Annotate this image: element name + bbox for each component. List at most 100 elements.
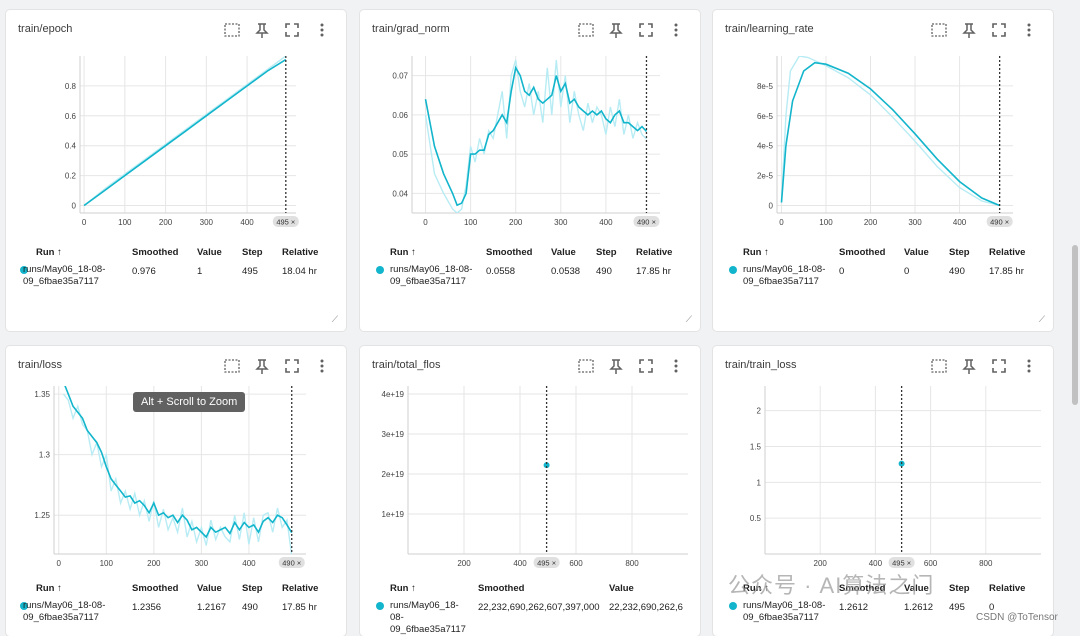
col-smoothed[interactable]: Smoothed: [478, 583, 525, 594]
run-name: runs/May06_18-08- 09_6fbae35a7117: [23, 264, 133, 288]
col-smoothed[interactable]: Smoothed: [132, 247, 179, 258]
more-vert-icon[interactable]: [312, 357, 332, 375]
fit-domain-icon[interactable]: [576, 357, 596, 375]
fit-domain-icon[interactable]: [222, 21, 242, 39]
col-relative[interactable]: Relative: [636, 247, 673, 258]
col-value[interactable]: Value: [904, 583, 929, 594]
fit-domain-icon[interactable]: [929, 21, 949, 39]
resize-handle-icon[interactable]: ⟋: [1038, 314, 1045, 324]
col-run[interactable]: Run ↑: [36, 247, 62, 258]
run-name-line: 09_6fbae35a7117: [23, 612, 99, 623]
col-run[interactable]: Run ↑: [390, 247, 416, 258]
pin-icon[interactable]: [959, 357, 979, 375]
col-step[interactable]: Step: [949, 247, 970, 258]
more-vert-icon[interactable]: [1019, 357, 1039, 375]
col-step[interactable]: Step: [949, 583, 970, 594]
y-tick-label: 0: [769, 202, 774, 211]
col-value[interactable]: Value: [904, 247, 929, 258]
col-run[interactable]: Run ↑: [390, 583, 416, 594]
col-step[interactable]: Step: [242, 583, 263, 594]
y-tick-label: 4e+19: [382, 390, 405, 399]
card-title: train/total_flos: [372, 359, 441, 371]
x-tick-label: 300: [200, 218, 214, 227]
resize-handle-icon[interactable]: ⟋: [331, 314, 338, 324]
x-tick-label: 100: [819, 218, 833, 227]
x-tick-label: 400: [240, 218, 254, 227]
col-run[interactable]: Run ↑: [743, 583, 769, 594]
col-value[interactable]: Value: [197, 583, 222, 594]
fullscreen-icon[interactable]: [282, 357, 302, 375]
fullscreen-icon[interactable]: [636, 21, 656, 39]
cell-step: 495: [949, 602, 965, 613]
y-tick-label: 3e+19: [382, 430, 405, 439]
fullscreen-icon[interactable]: [282, 21, 302, 39]
fit-domain-icon[interactable]: [576, 21, 596, 39]
more-vert-icon[interactable]: [666, 357, 686, 375]
cell-step: 490: [242, 602, 258, 613]
x-tick-label: 600: [924, 559, 938, 568]
more-vert-icon[interactable]: [312, 21, 332, 39]
col-step[interactable]: Step: [596, 247, 617, 258]
col-relative[interactable]: Relative: [282, 247, 319, 258]
col-relative[interactable]: Relative: [989, 247, 1026, 258]
col-value[interactable]: Value: [609, 583, 634, 594]
card-train-loss: train/loss 0 100 200 300 400 1.25 1.3 1.35 490 ×…: [6, 346, 346, 636]
col-smoothed[interactable]: Smoothed: [839, 583, 886, 594]
col-relative[interactable]: Relative: [282, 583, 319, 594]
series-raw-line: [424, 59, 648, 213]
pin-icon[interactable]: [959, 21, 979, 39]
line-chart[interactable]: 0 100 200 300 400 1.25 1.3 1.35 490 ×: [6, 386, 346, 586]
line-chart[interactable]: 0 100 200 300 400 0 0.2 0.4 0.6 0.8 495 ×: [6, 50, 346, 250]
scatter-chart[interactable]: 200 400 600 800 0.5 1 1.5 2 495 ×: [713, 386, 1053, 586]
step-badge-bg: [272, 216, 299, 227]
col-step[interactable]: Step: [242, 247, 263, 258]
col-smoothed[interactable]: Smoothed: [486, 247, 533, 258]
col-smoothed[interactable]: Smoothed: [839, 247, 886, 258]
resize-handle-icon[interactable]: ⟋: [685, 314, 692, 324]
y-tick-label: 1e+19: [382, 510, 405, 519]
pin-icon[interactable]: [606, 357, 626, 375]
series-smoothed-line: [83, 58, 287, 207]
col-relative[interactable]: Relative: [989, 583, 1026, 594]
col-smoothed[interactable]: Smoothed: [132, 583, 179, 594]
watermark-main: 公众号 · AI算法之门: [728, 573, 935, 598]
x-tick-label: 800: [625, 559, 639, 568]
pin-icon[interactable]: [252, 357, 272, 375]
pin-icon[interactable]: [252, 21, 272, 39]
x-tick-label: 0: [57, 559, 62, 568]
col-run[interactable]: Run ↑: [36, 583, 62, 594]
cell-value: 0.0538: [551, 266, 581, 277]
card-toolbar: [222, 21, 332, 39]
col-run[interactable]: Run ↑: [743, 247, 769, 258]
fit-domain-icon[interactable]: [929, 357, 949, 375]
more-vert-icon[interactable]: [666, 21, 686, 39]
step-badge-bg: [278, 557, 305, 568]
line-chart[interactable]: 0 100 200 300 400 0 2e-5 4e-5 6e-5 8e-5 490 ×: [713, 50, 1053, 250]
fullscreen-icon[interactable]: [989, 21, 1009, 39]
line-chart[interactable]: 0 100 200 300 400 0.04 0.05 0.06 0.07 490 ×: [360, 50, 700, 250]
fit-domain-icon[interactable]: [222, 357, 242, 375]
data-point: [543, 462, 550, 469]
pin-icon[interactable]: [606, 21, 626, 39]
step-badge: 495 ×: [892, 559, 911, 568]
cell-smoothed: 0.0558: [486, 266, 516, 277]
col-value[interactable]: Value: [197, 247, 222, 258]
y-tick-label: 1: [757, 478, 762, 487]
y-tick-label: 1.5: [750, 443, 762, 452]
fullscreen-icon[interactable]: [989, 357, 1009, 375]
y-tick-label: 0.8: [65, 82, 77, 91]
fullscreen-icon[interactable]: [636, 357, 656, 375]
more-vert-icon[interactable]: [1019, 21, 1039, 39]
scatter-chart[interactable]: 200 400 600 800 1e+19 2e+19 3e+19 4e+19 495 ×: [360, 386, 700, 586]
card-toolbar: [929, 21, 1039, 39]
page-scrollbar[interactable]: [1072, 245, 1078, 405]
run-name-line: 09_6fbae35a7117: [390, 276, 466, 287]
series-smoothed-line: [424, 65, 648, 207]
y-tick-label: 0.6: [65, 112, 77, 121]
x-tick-label: 200: [457, 559, 471, 568]
x-tick-label: 200: [147, 559, 161, 568]
x-tick-label: 0: [423, 218, 428, 227]
y-tick-label: 1.25: [34, 511, 50, 520]
col-value[interactable]: Value: [551, 247, 576, 258]
card-toolbar: [222, 357, 332, 375]
